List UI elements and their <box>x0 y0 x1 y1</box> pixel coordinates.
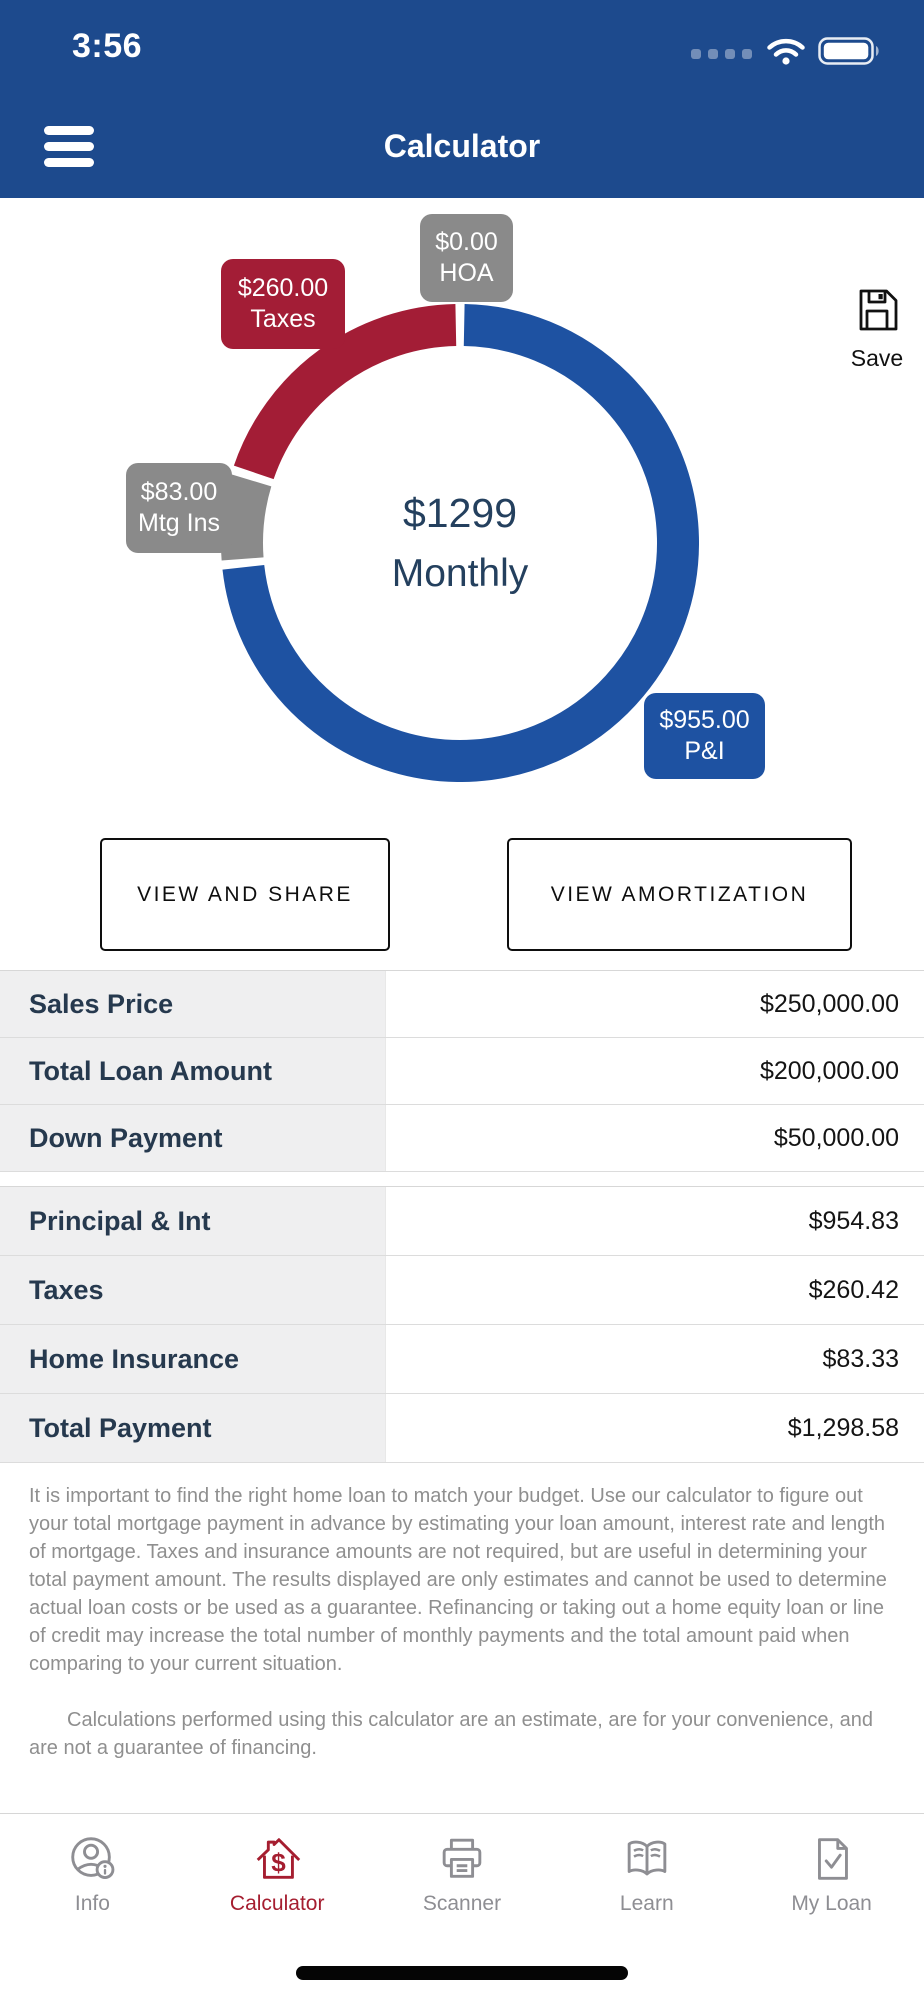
row-value: $954.83 <box>808 1206 899 1235</box>
row-label: Taxes <box>0 1256 386 1324</box>
tab-label: Info <box>74 1892 110 1915</box>
donut-chart <box>221 304 699 782</box>
open-book-icon <box>619 1832 675 1886</box>
disclaimer-text: It is important to find the right home l… <box>0 1482 924 1790</box>
printer-scanner-icon <box>434 1832 490 1886</box>
status-bar-icons <box>691 36 884 71</box>
row-value: $200,000.00 <box>759 1056 899 1085</box>
view-and-share-button[interactable]: VIEW AND SHARE <box>100 838 390 951</box>
tab-label: Calculator <box>229 1892 325 1915</box>
save-label: Save <box>850 345 904 371</box>
row-value: $50,000.00 <box>773 1123 899 1152</box>
save-button[interactable]: Save <box>840 286 914 372</box>
tab-my-loan[interactable]: My Loan <box>739 1814 924 2000</box>
callout-taxes: $260.00 Taxes <box>221 259 345 349</box>
payment-breakdown-table: Principal & Int $954.83 Taxes $260.42 Ho… <box>0 1186 924 1463</box>
row-value: $1,298.58 <box>787 1413 899 1442</box>
tab-label: My Loan <box>791 1892 872 1915</box>
view-amortization-button[interactable]: VIEW AMORTIZATION <box>507 838 852 951</box>
tab-calculator[interactable]: $ Calculator <box>185 1814 370 2000</box>
table-row: Sales Price $250,000.00 <box>0 971 924 1038</box>
row-value: $250,000.00 <box>759 989 899 1018</box>
floppy-disk-icon <box>853 286 901 337</box>
svg-text:$: $ <box>271 1848 286 1878</box>
home-indicator[interactable] <box>296 1966 628 1980</box>
tab-scanner[interactable]: Scanner <box>370 1814 555 2000</box>
table-row: Total Loan Amount $200,000.00 <box>0 1038 924 1105</box>
disclaimer-paragraph: It is important to find the right home l… <box>29 1485 887 1675</box>
tab-info[interactable]: Info <box>0 1814 185 2000</box>
row-label: Principal & Int <box>0 1187 386 1255</box>
tab-label: Scanner <box>422 1892 502 1915</box>
cellular-signal-icon <box>691 48 752 59</box>
row-label: Total Payment <box>0 1394 386 1462</box>
row-label: Sales Price <box>0 971 386 1037</box>
payment-donut-chart-section: $1299 Monthly $0.00 HOA $260.00 Taxes $8… <box>0 198 924 838</box>
menu-button[interactable] <box>44 125 94 169</box>
table-row: Home Insurance $83.33 <box>0 1325 924 1394</box>
page-title: Calculator <box>383 128 541 164</box>
app-header: 3:56 Calculator <box>0 0 924 198</box>
row-value: $260.42 <box>808 1275 899 1304</box>
callout-pi: $955.00 P&I <box>644 693 765 779</box>
row-label: Total Loan Amount <box>0 1038 386 1104</box>
table-row: Principal & Int $954.83 <box>0 1187 924 1256</box>
callout-mtg-ins: $83.00 Mtg Ins <box>126 463 232 553</box>
loan-summary-table: Sales Price $250,000.00 Total Loan Amoun… <box>0 970 924 1172</box>
table-row: Taxes $260.42 <box>0 1256 924 1325</box>
status-time: 3:56 <box>72 27 143 65</box>
disclaimer-paragraph: Calculations performed using this calcul… <box>29 1709 873 1759</box>
row-label: Down Payment <box>0 1105 386 1171</box>
house-dollar-calculator-icon: $ <box>249 1832 305 1886</box>
wifi-icon <box>766 36 806 71</box>
document-check-icon <box>804 1832 860 1886</box>
battery-icon <box>818 36 884 71</box>
hamburger-icon <box>44 126 94 135</box>
tab-label: Learn <box>619 1892 674 1915</box>
info-person-icon <box>64 1832 120 1886</box>
callout-hoa: $0.00 HOA <box>420 214 513 302</box>
table-row: Down Payment $50,000.00 <box>0 1105 924 1172</box>
table-row: Total Payment $1,298.58 <box>0 1394 924 1463</box>
tab-learn[interactable]: Learn <box>554 1814 739 2000</box>
row-value: $83.33 <box>822 1344 899 1373</box>
row-label: Home Insurance <box>0 1325 386 1393</box>
